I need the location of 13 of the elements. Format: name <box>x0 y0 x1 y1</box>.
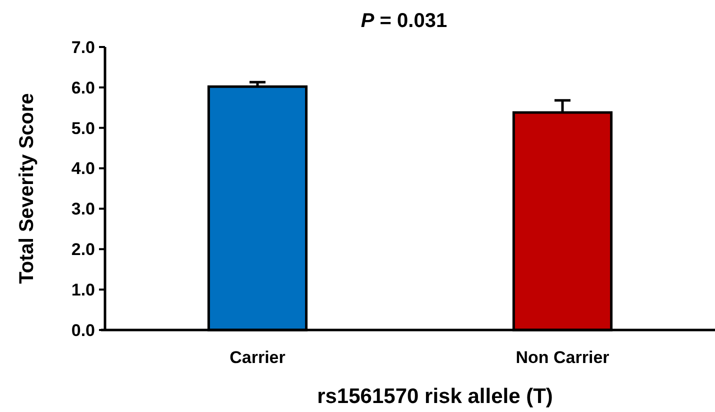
y-tick-label: 4.0 <box>71 159 95 178</box>
y-tick-label: 0.0 <box>71 320 95 340</box>
y-tick-label: 1.0 <box>71 280 95 300</box>
y-tick-label: 5.0 <box>71 118 95 138</box>
x-axis-title: rs1561570 risk allele (T) <box>317 385 553 408</box>
y-tick-label: 7.0 <box>71 38 95 57</box>
y-tick-label: 6.0 <box>71 78 95 98</box>
x-tick-label: Non Carrier <box>516 348 610 367</box>
chart-title: P = 0.031 <box>360 10 448 32</box>
y-tick-label: 2.0 <box>71 240 95 260</box>
y-tick-label: 3.0 <box>71 200 95 219</box>
x-tick-label: Carrier <box>230 348 286 367</box>
y-axis-title: Total Severity Score <box>16 93 38 284</box>
